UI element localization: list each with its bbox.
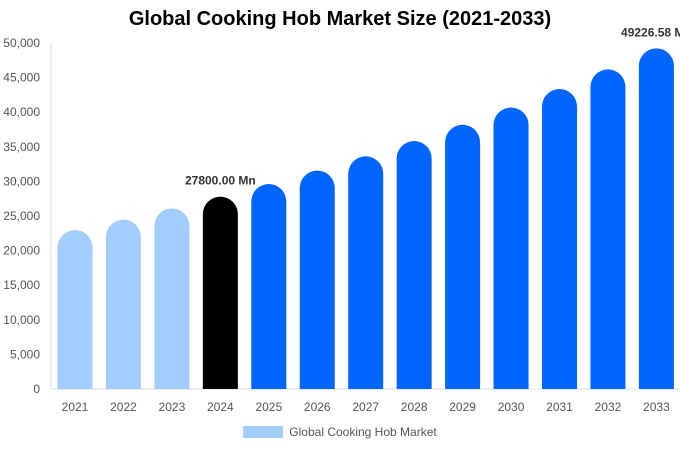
bar-2030 bbox=[493, 107, 529, 389]
y-tick-label: 5,000 bbox=[10, 347, 40, 361]
bar-2021 bbox=[57, 229, 93, 389]
x-tick-label: 2027 bbox=[352, 400, 379, 414]
bar-2024 bbox=[202, 196, 238, 389]
y-tick-label: 10,000 bbox=[3, 313, 40, 327]
y-tick-label: 20,000 bbox=[3, 244, 40, 258]
legend: Global Cooking Hob Market bbox=[0, 425, 680, 439]
x-tick-label: 2028 bbox=[401, 400, 428, 414]
legend-swatch bbox=[243, 426, 284, 438]
x-tick-label: 2031 bbox=[546, 400, 573, 414]
x-tick-label: 2024 bbox=[207, 400, 234, 414]
bar-2031 bbox=[542, 89, 577, 389]
y-tick-label: 50,000 bbox=[3, 36, 40, 50]
x-tick-label: 2025 bbox=[255, 400, 282, 414]
bar-2033 bbox=[638, 48, 674, 390]
x-tick-label: 2029 bbox=[449, 400, 476, 414]
x-tick-label: 2030 bbox=[498, 400, 525, 414]
y-tick-label: 30,000 bbox=[3, 174, 40, 188]
y-tick-label: 25,000 bbox=[3, 209, 40, 223]
y-tick-label: 40,000 bbox=[3, 105, 40, 119]
y-tick-label: 45,000 bbox=[3, 71, 40, 85]
bar-2026 bbox=[299, 170, 335, 389]
x-tick-label: 2026 bbox=[304, 400, 331, 414]
legend-label: Global Cooking Hob Market bbox=[289, 425, 437, 439]
y-tick-label: 35,000 bbox=[3, 140, 40, 154]
bar-2032 bbox=[590, 69, 626, 389]
x-tick-label: 2033 bbox=[643, 400, 670, 414]
bar-2029 bbox=[445, 124, 481, 390]
bar-2025 bbox=[251, 184, 287, 389]
x-tick-label: 2022 bbox=[110, 400, 137, 414]
y-tick-label: 15,000 bbox=[3, 278, 40, 292]
data-label: 27800.00 Mn bbox=[185, 174, 256, 188]
data-label: 49226.58 Mn bbox=[621, 25, 680, 39]
x-tick-label: 2032 bbox=[595, 400, 622, 414]
bar-2023 bbox=[154, 208, 190, 389]
x-tick-label: 2023 bbox=[159, 400, 186, 414]
chart-title: Global Cooking Hob Market Size (2021-203… bbox=[128, 8, 552, 30]
bar-2028 bbox=[396, 141, 432, 389]
x-tick-label: 2021 bbox=[62, 400, 89, 414]
y-tick-label: 0 bbox=[33, 382, 40, 396]
bar-2027 bbox=[348, 156, 384, 389]
bar-2022 bbox=[105, 219, 141, 389]
